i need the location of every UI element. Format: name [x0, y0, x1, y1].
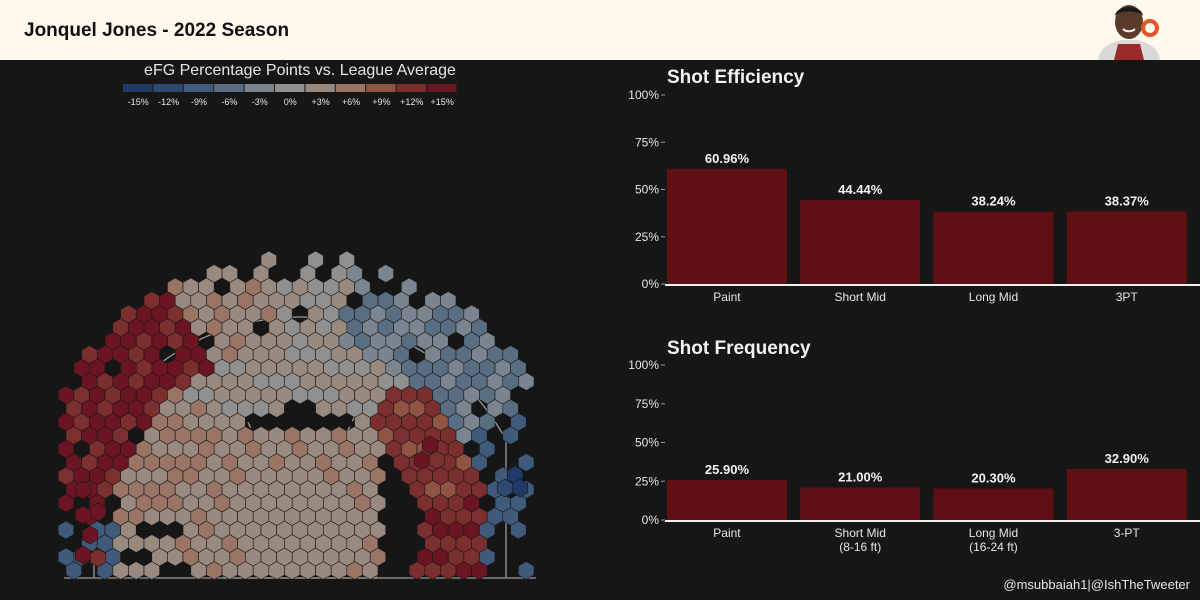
- data-label: 32.90%: [1105, 451, 1150, 466]
- bar-chart-2: Shot Frequency 0% 25% 50% 75% 100% 25.90% Paint…: [628, 338, 1200, 554]
- bar: [1066, 469, 1187, 520]
- shot-hex: [463, 304, 480, 324]
- data-label: 38.37%: [1105, 193, 1150, 208]
- hexbin-layer: [57, 250, 535, 580]
- category-label: Paint: [713, 526, 741, 540]
- legend-swatch: [214, 84, 244, 92]
- legend-label: 0%: [284, 97, 297, 107]
- shot-hex: [401, 277, 418, 297]
- shot-map-panel: eFG Percentage Points vs. League Average…: [0, 60, 600, 600]
- credit-text: @msubbaiah1|@IshTheTweeter: [1003, 577, 1190, 592]
- chart-title: Shot Frequency: [667, 338, 811, 359]
- legend-swatch: [275, 84, 305, 92]
- bar: [933, 211, 1054, 284]
- bar: [800, 487, 921, 520]
- y-tick-label: 75%: [635, 397, 659, 411]
- legend-swatch: [427, 84, 457, 92]
- legend-label: +12%: [400, 97, 423, 107]
- chart-title: Shot Efficiency: [667, 67, 805, 88]
- y-tick-label: 25%: [635, 230, 659, 244]
- bar: [667, 168, 787, 284]
- legend-swatch: [244, 84, 274, 92]
- category-label: Short Mid: [835, 290, 886, 304]
- y-tick-label: 0%: [642, 513, 660, 527]
- shot-hex: [81, 525, 99, 545]
- legend-label: -15%: [128, 97, 149, 107]
- shot-hex: [518, 453, 535, 472]
- category-label: Paint: [713, 290, 741, 304]
- legend-label: +3%: [311, 97, 329, 107]
- y-tick-label: 100%: [628, 88, 659, 102]
- y-tick-label: 75%: [635, 135, 659, 149]
- data-label: 25.90%: [705, 462, 750, 477]
- data-label: 60.96%: [705, 151, 750, 166]
- category-label: 3PT: [1116, 290, 1139, 304]
- y-tick-label: 25%: [635, 474, 659, 488]
- legend-swatch: [305, 84, 335, 92]
- shot-hex: [518, 561, 535, 580]
- category-label: Long Mid (16-24 ft): [969, 526, 1018, 554]
- shot-hex: [511, 478, 529, 498]
- legend-label: -9%: [191, 97, 207, 107]
- shot-hex: [128, 561, 145, 580]
- shot-hex: [74, 480, 92, 500]
- data-label: 38.24%: [971, 194, 1016, 209]
- legend-swatch: [335, 84, 366, 92]
- shot-hex: [338, 250, 355, 270]
- shot-hex: [260, 250, 277, 270]
- category-label: Short Mid (8-16 ft): [835, 526, 886, 554]
- category-label: 3-PT: [1114, 526, 1141, 540]
- bar: [800, 200, 921, 284]
- legend-swatch: [153, 84, 183, 92]
- bar-charts: Shot Efficiency 0% 25% 50% 75% 100% 60.96% Pain…: [628, 67, 1200, 554]
- shot-hex: [307, 250, 324, 270]
- legend-label: -6%: [221, 97, 237, 107]
- legend-swatch: [396, 84, 426, 92]
- shot-hex: [89, 548, 107, 568]
- shot-hex: [440, 291, 457, 310]
- bar: [1066, 211, 1187, 284]
- legend-label: +6%: [342, 97, 360, 107]
- legend-swatch: [183, 84, 214, 92]
- shot-hex: [421, 435, 439, 455]
- legend-label: -3%: [252, 97, 268, 107]
- legend-label: -12%: [158, 97, 179, 107]
- bar: [933, 488, 1054, 520]
- shot-hex: [221, 264, 238, 283]
- legend-label: +15%: [431, 97, 454, 107]
- y-tick-label: 50%: [635, 183, 659, 197]
- data-label: 44.44%: [838, 182, 883, 197]
- legend-label: +9%: [372, 97, 390, 107]
- shot-hex: [377, 264, 394, 283]
- legend-swatch: [366, 84, 396, 92]
- data-label: 21.00%: [838, 469, 883, 484]
- bar: [667, 479, 787, 520]
- category-label: Long Mid: [969, 290, 1018, 304]
- shot-hex: [74, 505, 92, 525]
- legend-swatch: [123, 84, 153, 92]
- shot-hex: [428, 450, 446, 470]
- bar-chart-1: Shot Efficiency 0% 25% 50% 75% 100% 60.96% Pain…: [628, 67, 1200, 304]
- data-label: 20.30%: [971, 471, 1016, 486]
- player-headshot-icon: [1098, 5, 1160, 60]
- page-title: Jonquel Jones - 2022 Season: [24, 20, 290, 41]
- shot-hex-map: [57, 250, 536, 580]
- shot-hex: [57, 520, 75, 540]
- color-legend: -15% -12% -9% -6% -3% 0% +3% +6% +9% +12% +15%: [123, 84, 457, 107]
- y-tick-label: 0%: [642, 277, 660, 291]
- header-bar: Jonquel Jones - 2022 Season: [0, 0, 1200, 60]
- y-tick-label: 100%: [628, 358, 659, 372]
- legend-title: eFG Percentage Points vs. League Average: [144, 62, 456, 79]
- y-tick-label: 50%: [635, 436, 659, 450]
- shot-hex: [502, 345, 519, 364]
